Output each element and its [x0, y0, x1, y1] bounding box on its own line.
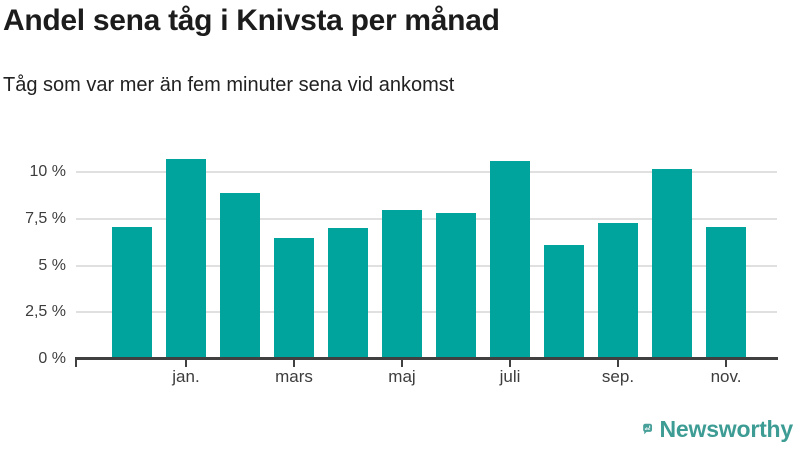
chart-subtitle: Tåg som var mer än fem minuter sena vid … [3, 74, 455, 96]
x-axis-tick-label: nov. [710, 367, 742, 386]
y-axis-tick-label: 0 % [38, 350, 66, 367]
brand-name: Newsworthy [659, 416, 794, 442]
bar [490, 161, 530, 359]
x-axis-tick [617, 360, 619, 367]
bar [220, 192, 260, 359]
bar [436, 213, 476, 359]
gridline [76, 171, 777, 174]
bar [328, 228, 368, 359]
x-axis-tick-label: maj [388, 367, 416, 386]
bar [598, 222, 638, 359]
bar [652, 168, 692, 359]
y-axis-tick-label: 5 % [38, 256, 66, 274]
x-axis-tick [509, 360, 511, 367]
x-axis-tick [75, 360, 77, 367]
newsworthy-logo-icon [643, 423, 653, 435]
x-axis-tick-label: mars [275, 367, 313, 386]
bar [274, 237, 314, 359]
bar [166, 159, 206, 359]
x-axis-tick [401, 360, 403, 367]
x-axis-tick-label: jan. [172, 367, 200, 386]
x-axis-tick [293, 360, 295, 367]
gridline [76, 218, 777, 221]
brand-footer: Newsworthy [643, 411, 793, 448]
bar [706, 226, 746, 359]
x-axis-tick [725, 360, 727, 367]
gridline [76, 311, 777, 314]
gridline [76, 264, 777, 267]
x-axis-tick-label: juli [499, 367, 521, 386]
y-axis-tick-label: 7,5 % [25, 210, 66, 228]
x-axis-line [75, 357, 778, 360]
x-axis-tick-label: sep. [601, 367, 635, 386]
bar [382, 209, 422, 359]
y-axis-tick-label: 2,5 % [25, 303, 66, 321]
bar [112, 226, 152, 359]
x-axis-tick [185, 360, 187, 367]
y-axis-tick-label: 10 % [29, 163, 66, 181]
chart-title: Andel sena tåg i Knivsta per månad [3, 4, 500, 37]
bar [544, 245, 584, 359]
